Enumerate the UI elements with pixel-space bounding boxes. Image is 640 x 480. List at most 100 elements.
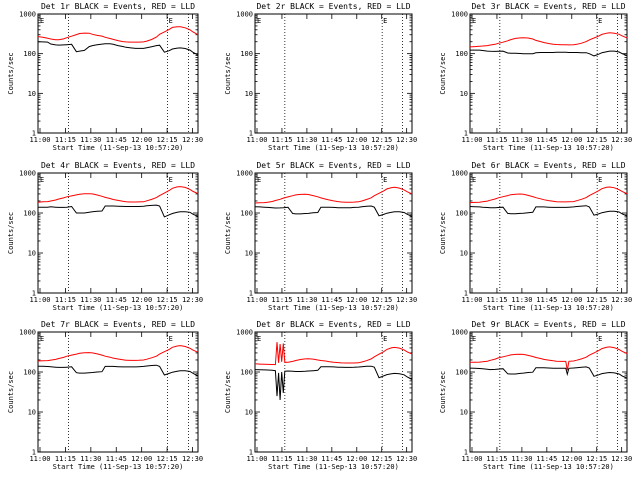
marker-label: E [383, 335, 387, 343]
marker-label: E [472, 17, 476, 25]
x-tick-label: 11:30 [80, 136, 101, 144]
x-tick-label: 11:45 [106, 296, 127, 304]
x-axis-label: Start Time (11-Sep-13 10:57:20) [53, 463, 184, 471]
x-tick-label: 12:00 [346, 455, 367, 463]
detector-panel-6: Det 6r BLACK = Events, RED = LLD 1 10 100 10… [439, 161, 632, 312]
plot-frame [254, 13, 413, 134]
detector-panel-2: Det 2r BLACK = Events, RED = LLD 1 10 100 10… [224, 2, 417, 152]
y-tick-label: 100 [455, 369, 468, 377]
plot-frame [254, 172, 413, 294]
x-tick-label: 12:15 [157, 455, 178, 463]
y-axis-label: Counts/sec [224, 212, 232, 254]
x-tick-label: 12:00 [346, 136, 367, 144]
x-tick-label: 12:00 [561, 455, 582, 463]
marker-label: E [598, 17, 602, 25]
panel-title: Det 1r BLACK = Events, RED = LLD [41, 2, 195, 11]
y-tick-label: 100 [240, 50, 253, 58]
y-tick-label: 1 [464, 449, 468, 457]
x-tick-label: 11:30 [296, 455, 317, 463]
marker-label: E [472, 335, 476, 343]
marker-label: E [40, 335, 44, 343]
y-tick-label: 100 [240, 369, 253, 377]
x-tick-label: 11:15 [55, 136, 76, 144]
x-tick-label: 12:30 [182, 136, 203, 144]
x-tick-label: 12:15 [157, 136, 178, 144]
x-axis-label: Start Time (11-Sep-13 10:57:20) [483, 304, 614, 312]
series-line-lld [37, 186, 199, 203]
x-tick-label: 11:00 [246, 296, 267, 304]
x-tick-label: 11:00 [246, 455, 267, 463]
detector-panel-7: Det 7r BLACK = Events, RED = LLD 1 10 100 10… [7, 320, 203, 471]
x-tick-label: 11:30 [511, 455, 532, 463]
x-tick-label: 12:00 [131, 136, 152, 144]
x-tick-label: 12:30 [396, 296, 417, 304]
plot-frame [469, 13, 628, 134]
series-line-lld [254, 342, 413, 366]
plot-frame [254, 331, 413, 453]
y-tick-label: 1000 [236, 329, 253, 337]
marker-label: E [598, 335, 602, 343]
x-tick-label: 11:45 [106, 455, 127, 463]
x-tick-label: 11:30 [511, 136, 532, 144]
plot-frame [37, 13, 199, 134]
x-tick-label: 11:30 [80, 296, 101, 304]
detector-panel-9: Det 9r BLACK = Events, RED = LLD 1 10 100 10… [439, 320, 632, 471]
x-tick-label: 11:00 [461, 455, 482, 463]
x-tick-label: 11:45 [536, 296, 557, 304]
y-tick-label: 100 [23, 50, 36, 58]
series-line-events [38, 204, 199, 218]
detector-panel-3: Det 3r BLACK = Events, RED = LLD 1 10 100 10… [439, 2, 632, 152]
y-tick-label: 1 [464, 130, 468, 138]
y-tick-label: 10 [245, 409, 253, 417]
x-tick-label: 11:30 [296, 136, 317, 144]
marker-label: E [169, 176, 173, 184]
y-tick-label: 1 [32, 290, 36, 298]
series-line-lld [37, 26, 199, 43]
y-tick-label: 10 [28, 409, 36, 417]
x-tick-label: 11:15 [271, 455, 292, 463]
y-axis-label: Counts/sec [439, 371, 447, 413]
y-tick-label: 1000 [236, 170, 253, 178]
y-axis-label: Counts/sec [7, 371, 15, 413]
x-tick-label: 12:30 [182, 455, 203, 463]
x-tick-label: 12:15 [371, 455, 392, 463]
x-tick-label: 11:15 [486, 136, 507, 144]
panel-title: Det 2r BLACK = Events, RED = LLD [256, 2, 410, 11]
y-tick-label: 100 [23, 210, 36, 218]
y-tick-label: 1000 [19, 329, 36, 337]
series-line-lld [254, 186, 413, 204]
x-tick-label: 11:15 [271, 136, 292, 144]
series-line-events [469, 205, 628, 217]
x-tick-label: 12:30 [611, 296, 632, 304]
y-tick-label: 10 [28, 250, 36, 258]
x-tick-label: 12:30 [396, 455, 417, 463]
x-tick-label: 12:30 [611, 455, 632, 463]
x-tick-label: 12:00 [131, 455, 152, 463]
series-line-events [470, 49, 628, 57]
plot-frame [469, 331, 628, 453]
marker-label: E [40, 17, 44, 25]
x-tick-label: 12:30 [611, 136, 632, 144]
marker-label: E [40, 176, 44, 184]
x-tick-label: 12:00 [561, 296, 582, 304]
series-line-lld [469, 32, 628, 48]
series-line-lld [37, 345, 199, 362]
y-tick-label: 1000 [451, 170, 468, 178]
marker-label: E [472, 176, 476, 184]
marker-label: E [257, 176, 261, 184]
y-tick-label: 10 [460, 90, 468, 98]
series-line-events [37, 41, 199, 56]
x-axis-label: Start Time (11-Sep-13 10:57:20) [268, 304, 399, 312]
series-line-events [37, 364, 199, 377]
x-tick-label: 11:45 [106, 136, 127, 144]
y-axis-label: Counts/sec [7, 52, 15, 94]
y-tick-label: 10 [245, 250, 253, 258]
x-axis-label: Start Time (11-Sep-13 10:57:20) [483, 463, 614, 471]
x-axis-label: Start Time (11-Sep-13 10:57:20) [53, 304, 184, 312]
panel-title: Det 6r BLACK = Events, RED = LLD [471, 161, 625, 170]
y-axis-label: Counts/sec [439, 212, 447, 254]
marker-label: E [257, 335, 261, 343]
x-tick-label: 12:00 [561, 136, 582, 144]
x-axis-label: Start Time (11-Sep-13 10:57:20) [268, 144, 399, 152]
x-tick-label: 11:30 [80, 455, 101, 463]
